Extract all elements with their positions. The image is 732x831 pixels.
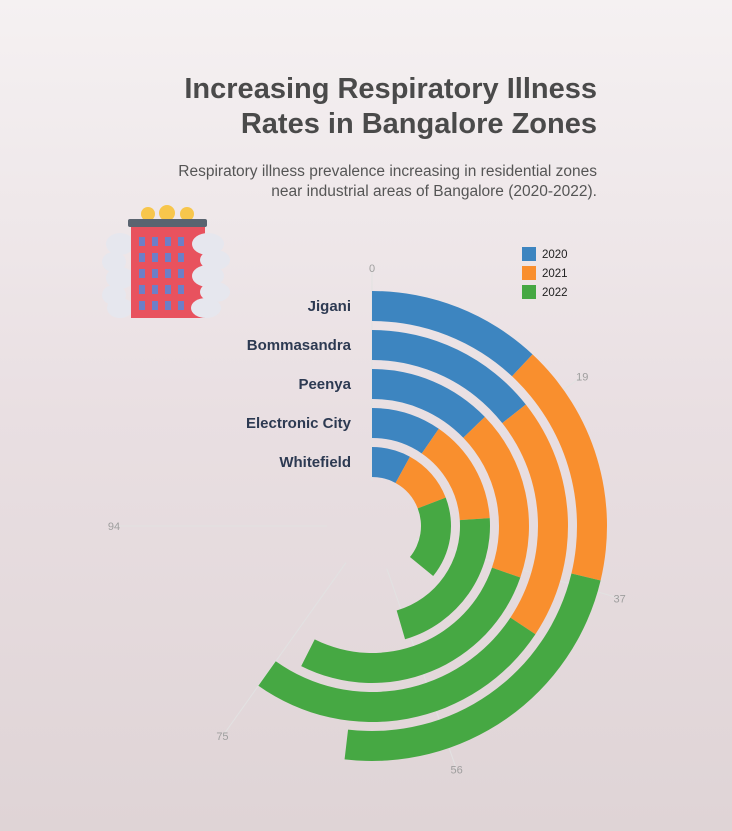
arc-electronic-city-2021	[421, 428, 490, 521]
building-window	[178, 285, 184, 294]
title-line-2: Rates in Bangalore Zones	[240, 108, 597, 140]
legend-swatch-2021	[522, 266, 536, 280]
building-window	[139, 269, 145, 278]
building-window	[165, 285, 171, 294]
arc-whitefield-2020	[372, 447, 410, 484]
arc-bommasandra-2021	[502, 404, 568, 635]
zone-label: Peenya	[298, 376, 351, 393]
subtitle-line-2: near industrial areas of Bangalore (2020…	[271, 183, 597, 200]
arc-electronic-city-2022	[396, 518, 490, 640]
arc-electronic-city-2020	[372, 408, 439, 454]
zone-label: Bommasandra	[247, 337, 352, 354]
building-window	[139, 301, 145, 310]
axis-tick-label: 94	[108, 521, 120, 533]
arc-jigani-2020	[372, 291, 533, 377]
factory-building-icon	[102, 205, 230, 318]
page-subtitle: Respiratory illness prevalence increasin…	[37, 162, 597, 202]
radial-gridline	[222, 562, 347, 737]
axis-tick-label: 56	[451, 765, 463, 777]
arc-bommasandra-2022	[258, 617, 536, 722]
building-window	[178, 269, 184, 278]
legend-swatch-2022	[522, 285, 536, 299]
arc-bommasandra-2020	[372, 330, 526, 424]
building-window	[152, 237, 158, 246]
building-window	[165, 237, 171, 246]
building-window	[165, 269, 171, 278]
legend-label-2022: 2022	[542, 287, 568, 299]
arc-whitefield-2021	[395, 456, 446, 509]
building-window	[152, 285, 158, 294]
arc-jigani-2021	[512, 354, 607, 581]
zone-label: Electronic City	[246, 415, 352, 432]
legend-swatch-2020	[522, 247, 536, 261]
arc-peenya-2021	[463, 416, 529, 578]
building-window	[139, 237, 145, 246]
arc-peenya-2022	[301, 567, 521, 683]
axis-tick-label: 75	[216, 731, 228, 743]
building-window	[152, 253, 158, 262]
building-window	[178, 253, 184, 262]
building-window	[165, 253, 171, 262]
subtitle-line-1: Respiratory illness prevalence increasin…	[178, 163, 597, 180]
zone-label: Whitefield	[279, 454, 351, 471]
page-title: Increasing Respiratory Illness Rates in …	[37, 72, 597, 142]
axis-tick-label: 19	[576, 371, 588, 383]
building-window	[139, 285, 145, 294]
building-window	[152, 301, 158, 310]
arc-whitefield-2022	[409, 497, 451, 576]
building-window	[178, 237, 184, 246]
zone-label: Jigani	[308, 298, 351, 315]
legend-label-2021: 2021	[542, 268, 568, 280]
building-window	[165, 301, 171, 310]
building-window	[139, 253, 145, 262]
building-window	[152, 269, 158, 278]
axis-tick-label: 37	[614, 593, 626, 605]
arc-peenya-2020	[372, 369, 485, 438]
arc-jigani-2022	[344, 573, 601, 762]
axis-tick-label: 0	[369, 263, 375, 275]
legend-label-2020: 2020	[542, 249, 568, 261]
building-window	[178, 301, 184, 310]
title-line-1: Increasing Respiratory Illness	[184, 73, 597, 105]
